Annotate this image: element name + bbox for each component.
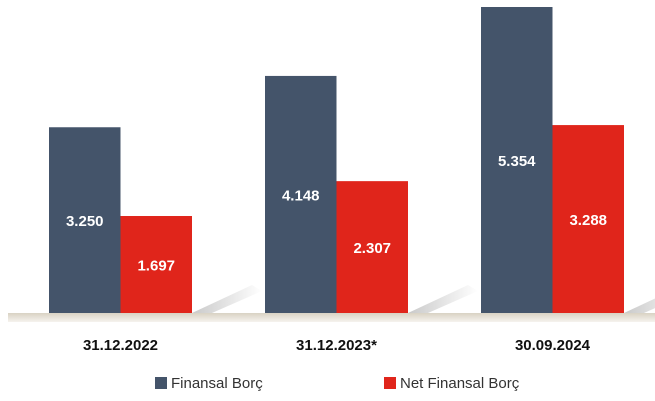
bar-shadow bbox=[624, 298, 655, 313]
bar bbox=[336, 181, 408, 313]
value-label: 2.307 bbox=[353, 240, 391, 257]
value-label: 5.354 bbox=[498, 153, 536, 170]
legend-swatch bbox=[384, 377, 396, 389]
bar-shadow bbox=[192, 285, 262, 313]
value-label: 3.288 bbox=[569, 212, 607, 229]
legend-swatch bbox=[155, 377, 167, 389]
legend-label: Finansal Borç bbox=[171, 375, 263, 392]
legend-label: Net Finansal Borç bbox=[400, 375, 520, 392]
bar bbox=[120, 216, 192, 313]
bar bbox=[552, 125, 624, 313]
plot: 3.250 1.697 31.12.2022 4.148 2.307 31.12.2023… bbox=[49, 7, 655, 392]
x-tick-label: 31.12.2022 bbox=[83, 337, 158, 354]
bar bbox=[265, 75, 337, 313]
bar bbox=[481, 7, 553, 313]
value-label: 3.250 bbox=[66, 213, 104, 230]
value-label: 4.148 bbox=[282, 187, 320, 204]
bar bbox=[49, 127, 121, 313]
floor bbox=[8, 313, 655, 322]
x-tick-label: 31.12.2023* bbox=[296, 337, 377, 354]
x-tick-label: 30.09.2024 bbox=[515, 337, 591, 354]
value-label: 1.697 bbox=[137, 257, 175, 274]
bar-shadow bbox=[408, 285, 478, 313]
